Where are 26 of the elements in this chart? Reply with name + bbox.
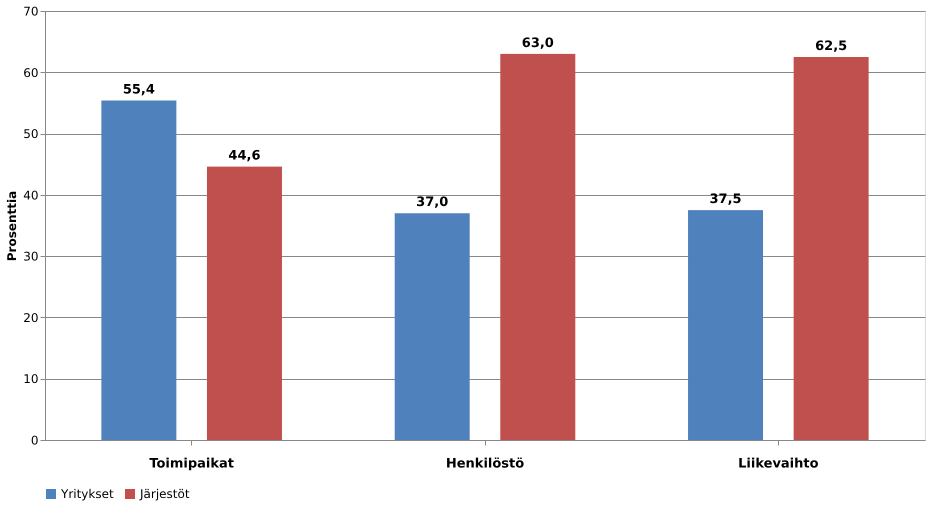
bar: [394, 213, 470, 440]
y-tick-label: 60: [23, 66, 38, 80]
x-tick-label: Toimipaikat: [149, 456, 234, 472]
x-tick-label: Liikevaihto: [738, 456, 819, 472]
y-tick-label: 0: [30, 434, 38, 448]
y-axis-title: Prosenttia: [5, 190, 20, 262]
data-label: 62,5: [815, 38, 848, 54]
y-tick-label: 40: [23, 188, 38, 202]
data-label: 44,6: [228, 148, 261, 164]
y-tick-label: 70: [23, 4, 38, 18]
y-tick-label: 30: [23, 250, 38, 264]
y-tick-label: 50: [23, 127, 38, 142]
bar: [101, 100, 176, 440]
x-tick-label: Henkilöstö: [446, 456, 524, 472]
data-label: 55,4: [122, 82, 155, 98]
legend-label: Järjestöt: [139, 487, 190, 501]
legend-label: Yritykset: [60, 487, 114, 501]
data-label: 37,5: [709, 192, 742, 208]
data-label: 37,0: [416, 195, 448, 210]
bar: [500, 54, 576, 440]
bar: [688, 210, 764, 440]
bar: [206, 166, 282, 440]
y-tick-label: 10: [23, 372, 38, 386]
data-label: 63,0: [522, 36, 554, 51]
y-tick-label: 20: [23, 310, 38, 325]
bar: [794, 56, 869, 440]
